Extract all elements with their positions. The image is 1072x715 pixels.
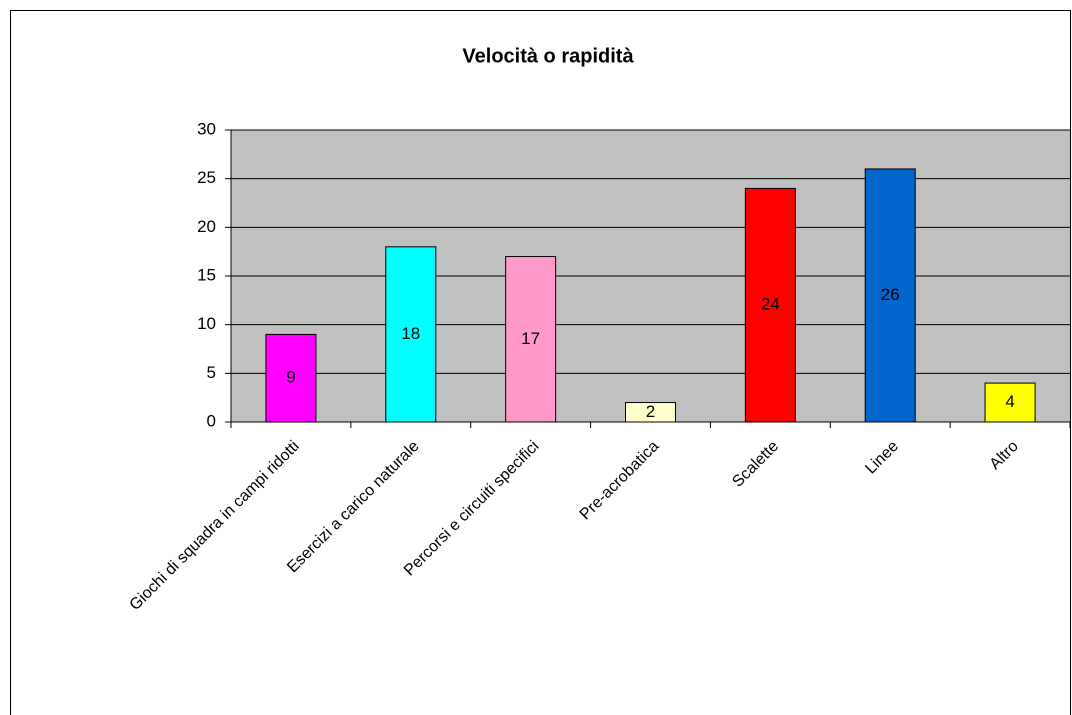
value-label: 26 (881, 285, 900, 304)
bar (864, 168, 916, 423)
bar (744, 187, 796, 423)
bar (984, 382, 1036, 423)
value-label: 9 (286, 368, 295, 387)
y-tick-label: 15 (197, 265, 216, 284)
y-tick-label: 25 (197, 168, 216, 187)
y-tick-label: 20 (197, 217, 216, 236)
bar (265, 333, 317, 423)
bar (505, 256, 557, 423)
y-tick-label: 10 (197, 314, 216, 333)
y-tick-label: 30 (197, 119, 216, 138)
y-tick-label: 0 (207, 411, 216, 430)
value-label: 2 (646, 402, 655, 421)
value-label: 24 (761, 295, 780, 314)
y-tick-label: 5 (207, 363, 216, 382)
bar (385, 246, 437, 423)
value-label: 4 (1005, 392, 1014, 411)
chart-title: Velocità o rapidità (462, 45, 634, 67)
bar (625, 402, 676, 423)
value-label: 17 (521, 329, 540, 348)
value-label: 18 (401, 324, 420, 343)
